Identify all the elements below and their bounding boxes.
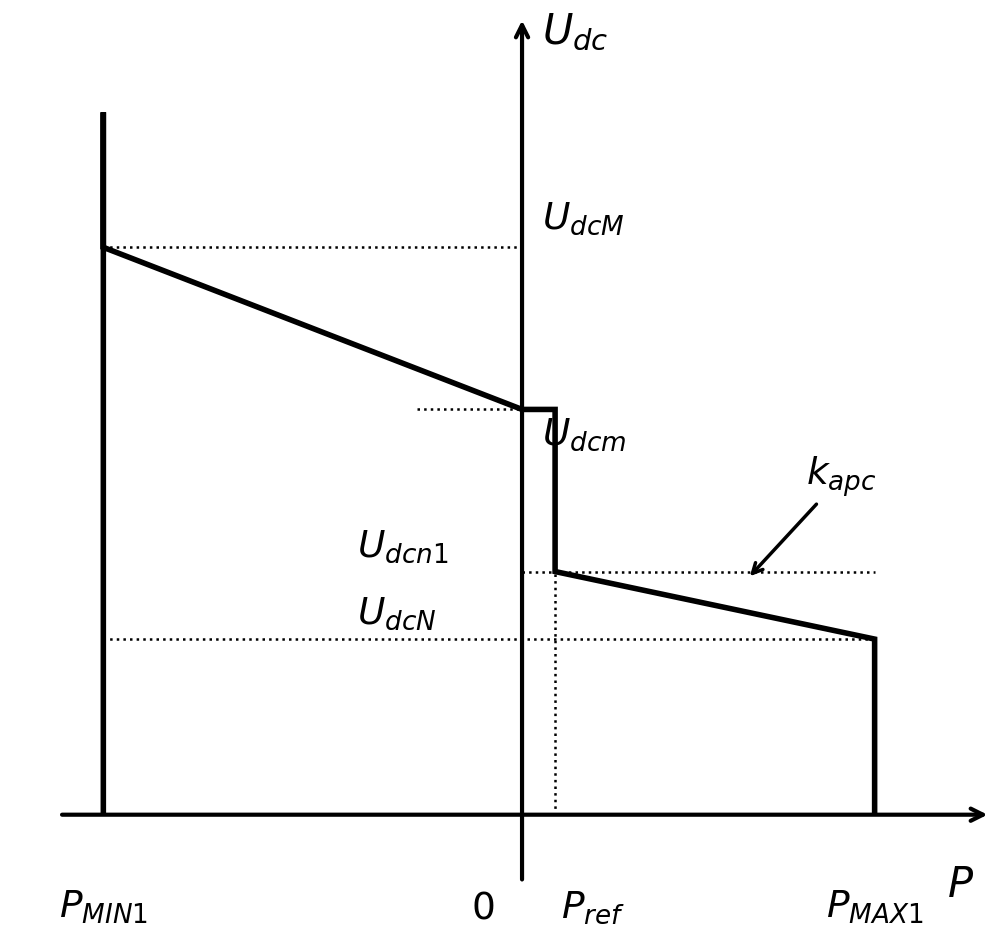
Text: $P_{MAX1}$: $P_{MAX1}$	[826, 889, 923, 926]
Text: $P_{ref}$: $P_{ref}$	[561, 889, 625, 926]
Text: $U_{dc}$: $U_{dc}$	[542, 11, 608, 53]
Text: $U_{dcm}$: $U_{dcm}$	[542, 416, 626, 454]
Text: $k_{apc}$: $k_{apc}$	[752, 455, 877, 573]
Text: $0$: $0$	[471, 889, 494, 926]
Text: $U_{dcN}$: $U_{dcN}$	[357, 596, 436, 632]
Text: $P_{MIN1}$: $P_{MIN1}$	[59, 889, 148, 926]
Text: $U_{dcn1}$: $U_{dcn1}$	[357, 528, 448, 565]
Text: $U_{dcM}$: $U_{dcM}$	[542, 199, 624, 236]
Text: $P$: $P$	[947, 864, 974, 906]
